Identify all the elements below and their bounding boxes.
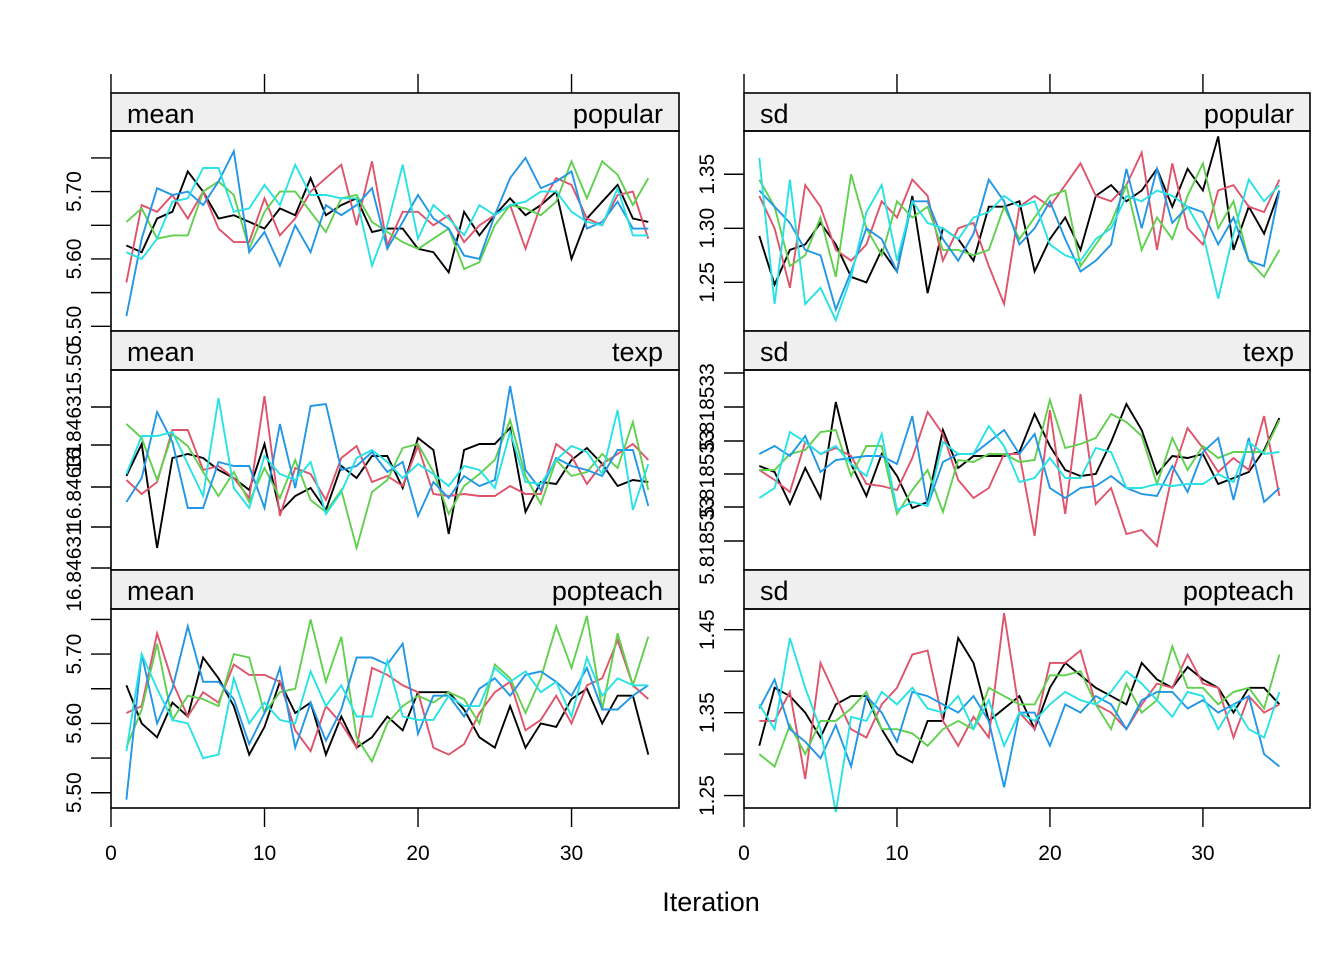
series-group xyxy=(125,385,650,552)
series-group xyxy=(125,615,650,800)
x-axis: 0 10 20 30 0 10 20 30 xyxy=(105,74,1215,865)
series-line-3 xyxy=(125,416,650,552)
series-line-3 xyxy=(758,643,1281,769)
series-line-4 xyxy=(758,165,1281,313)
y-tick-label: 1.25 xyxy=(696,262,719,303)
series-line-4 xyxy=(125,148,649,317)
y-tick-label: 16.84631 xyxy=(63,443,86,531)
x-tick-label: 30 xyxy=(560,842,583,865)
y-tick-label: 5.818533 xyxy=(696,497,719,585)
strip-label-variable: popteach xyxy=(1183,576,1294,606)
strip-label-stat: mean xyxy=(127,337,195,367)
series-line-1 xyxy=(126,169,649,275)
strip-header xyxy=(743,92,1311,132)
series-line-2 xyxy=(126,629,649,756)
y-tick-label: 5.50 xyxy=(63,306,86,347)
y-tick-label: 16.846315.50 xyxy=(63,343,86,471)
plot-frame xyxy=(110,608,680,809)
strip-header xyxy=(743,330,1311,371)
series-line-4 xyxy=(125,385,650,519)
y-tick-label: 5.60 xyxy=(63,703,86,744)
series-line-5 xyxy=(125,650,649,760)
strip-label-variable: texp xyxy=(612,337,663,367)
series-line-1 xyxy=(758,635,1281,764)
x-tick-label: 0 xyxy=(105,842,117,865)
y-tick-label: 1.35 xyxy=(696,692,719,733)
strip-header xyxy=(110,330,680,371)
y-tick-label: 1.35 xyxy=(696,154,719,195)
strip-label-stat: sd xyxy=(760,576,789,606)
series-group xyxy=(758,136,1281,323)
y-tick-label: 5.50 xyxy=(63,772,86,813)
series-line-2 xyxy=(125,395,649,517)
series-line-1 xyxy=(758,401,1281,510)
series-line-1 xyxy=(125,425,649,549)
y-axis: 5.50 5.60 5.70 xyxy=(63,157,111,347)
strip-label-variable: popteach xyxy=(552,576,663,606)
strip-label-variable: popular xyxy=(573,99,663,129)
strip-header xyxy=(110,92,680,132)
y-tick-label: 5.70 xyxy=(63,171,86,212)
x-tick-label: 0 xyxy=(738,842,750,865)
series-line-5 xyxy=(758,424,1280,512)
strip-label-stat: mean xyxy=(127,99,195,129)
y-tick-label: 1.30 xyxy=(696,208,719,249)
y-tick-label: 5.70 xyxy=(63,634,86,675)
series-line-1 xyxy=(125,655,650,758)
plot-frame xyxy=(743,608,1311,809)
strip-label-variable: popular xyxy=(1204,99,1294,129)
panel-sd-popular: sd popular 1.25 1.30 1.35 xyxy=(696,92,1311,332)
series-line-3 xyxy=(759,396,1281,517)
series-line-3 xyxy=(125,615,650,764)
panel-mean-popular: mean popular 5.50 5.60 5.70 xyxy=(63,92,680,347)
strip-header xyxy=(110,569,680,610)
strip-label-stat: sd xyxy=(760,99,789,129)
x-tick-label: 10 xyxy=(885,842,908,865)
series-line-1 xyxy=(758,136,1281,294)
y-tick-label: 5.818533 xyxy=(696,430,719,518)
x-tick-label: 30 xyxy=(1191,842,1214,865)
panel-grid: mean popular 5.50 5.60 5.70 sd popular 1.25 1.30… xyxy=(63,92,1311,816)
plot-frame xyxy=(743,369,1311,571)
y-tick-label: 1.45 xyxy=(696,609,719,650)
strip-label-stat: sd xyxy=(760,337,789,367)
strip-header xyxy=(743,569,1311,610)
series-line-5 xyxy=(758,157,1281,323)
panel-sd-popteach: sd popteach 1.25 1.35 1.45 xyxy=(696,569,1311,816)
series-line-3 xyxy=(125,158,650,271)
series-line-2 xyxy=(758,149,1281,308)
strip-label-stat: mean xyxy=(127,576,195,606)
y-axis: 1.25 1.35 1.45 xyxy=(696,609,744,816)
plot-frame xyxy=(110,130,680,332)
series-group xyxy=(758,612,1281,813)
panel-mean-popteach: mean popteach 5.50 5.60 5.70 xyxy=(63,569,680,813)
series-group xyxy=(125,148,650,317)
y-axis: 5.50 5.60 5.70 xyxy=(63,618,111,813)
x-tick-label: 20 xyxy=(406,842,429,865)
y-tick-label: 5.818533 xyxy=(696,363,719,451)
series-line-3 xyxy=(758,160,1281,279)
series-group xyxy=(758,393,1281,548)
y-axis: 1.25 1.30 1.35 xyxy=(696,154,744,303)
series-line-5 xyxy=(758,637,1281,813)
y-tick-label: 5.60 xyxy=(63,239,86,280)
y-tick-label: 1.25 xyxy=(696,775,719,816)
x-tick-label: 20 xyxy=(1038,842,1061,865)
x-tick-label: 10 xyxy=(253,842,276,865)
strip-label-variable: texp xyxy=(1243,337,1294,367)
series-line-5 xyxy=(125,397,650,517)
series-line-5 xyxy=(126,162,649,269)
x-axis-title: Iteration xyxy=(662,887,760,917)
series-line-2 xyxy=(758,393,1281,548)
y-tick-label: 16.84631 xyxy=(63,524,86,612)
